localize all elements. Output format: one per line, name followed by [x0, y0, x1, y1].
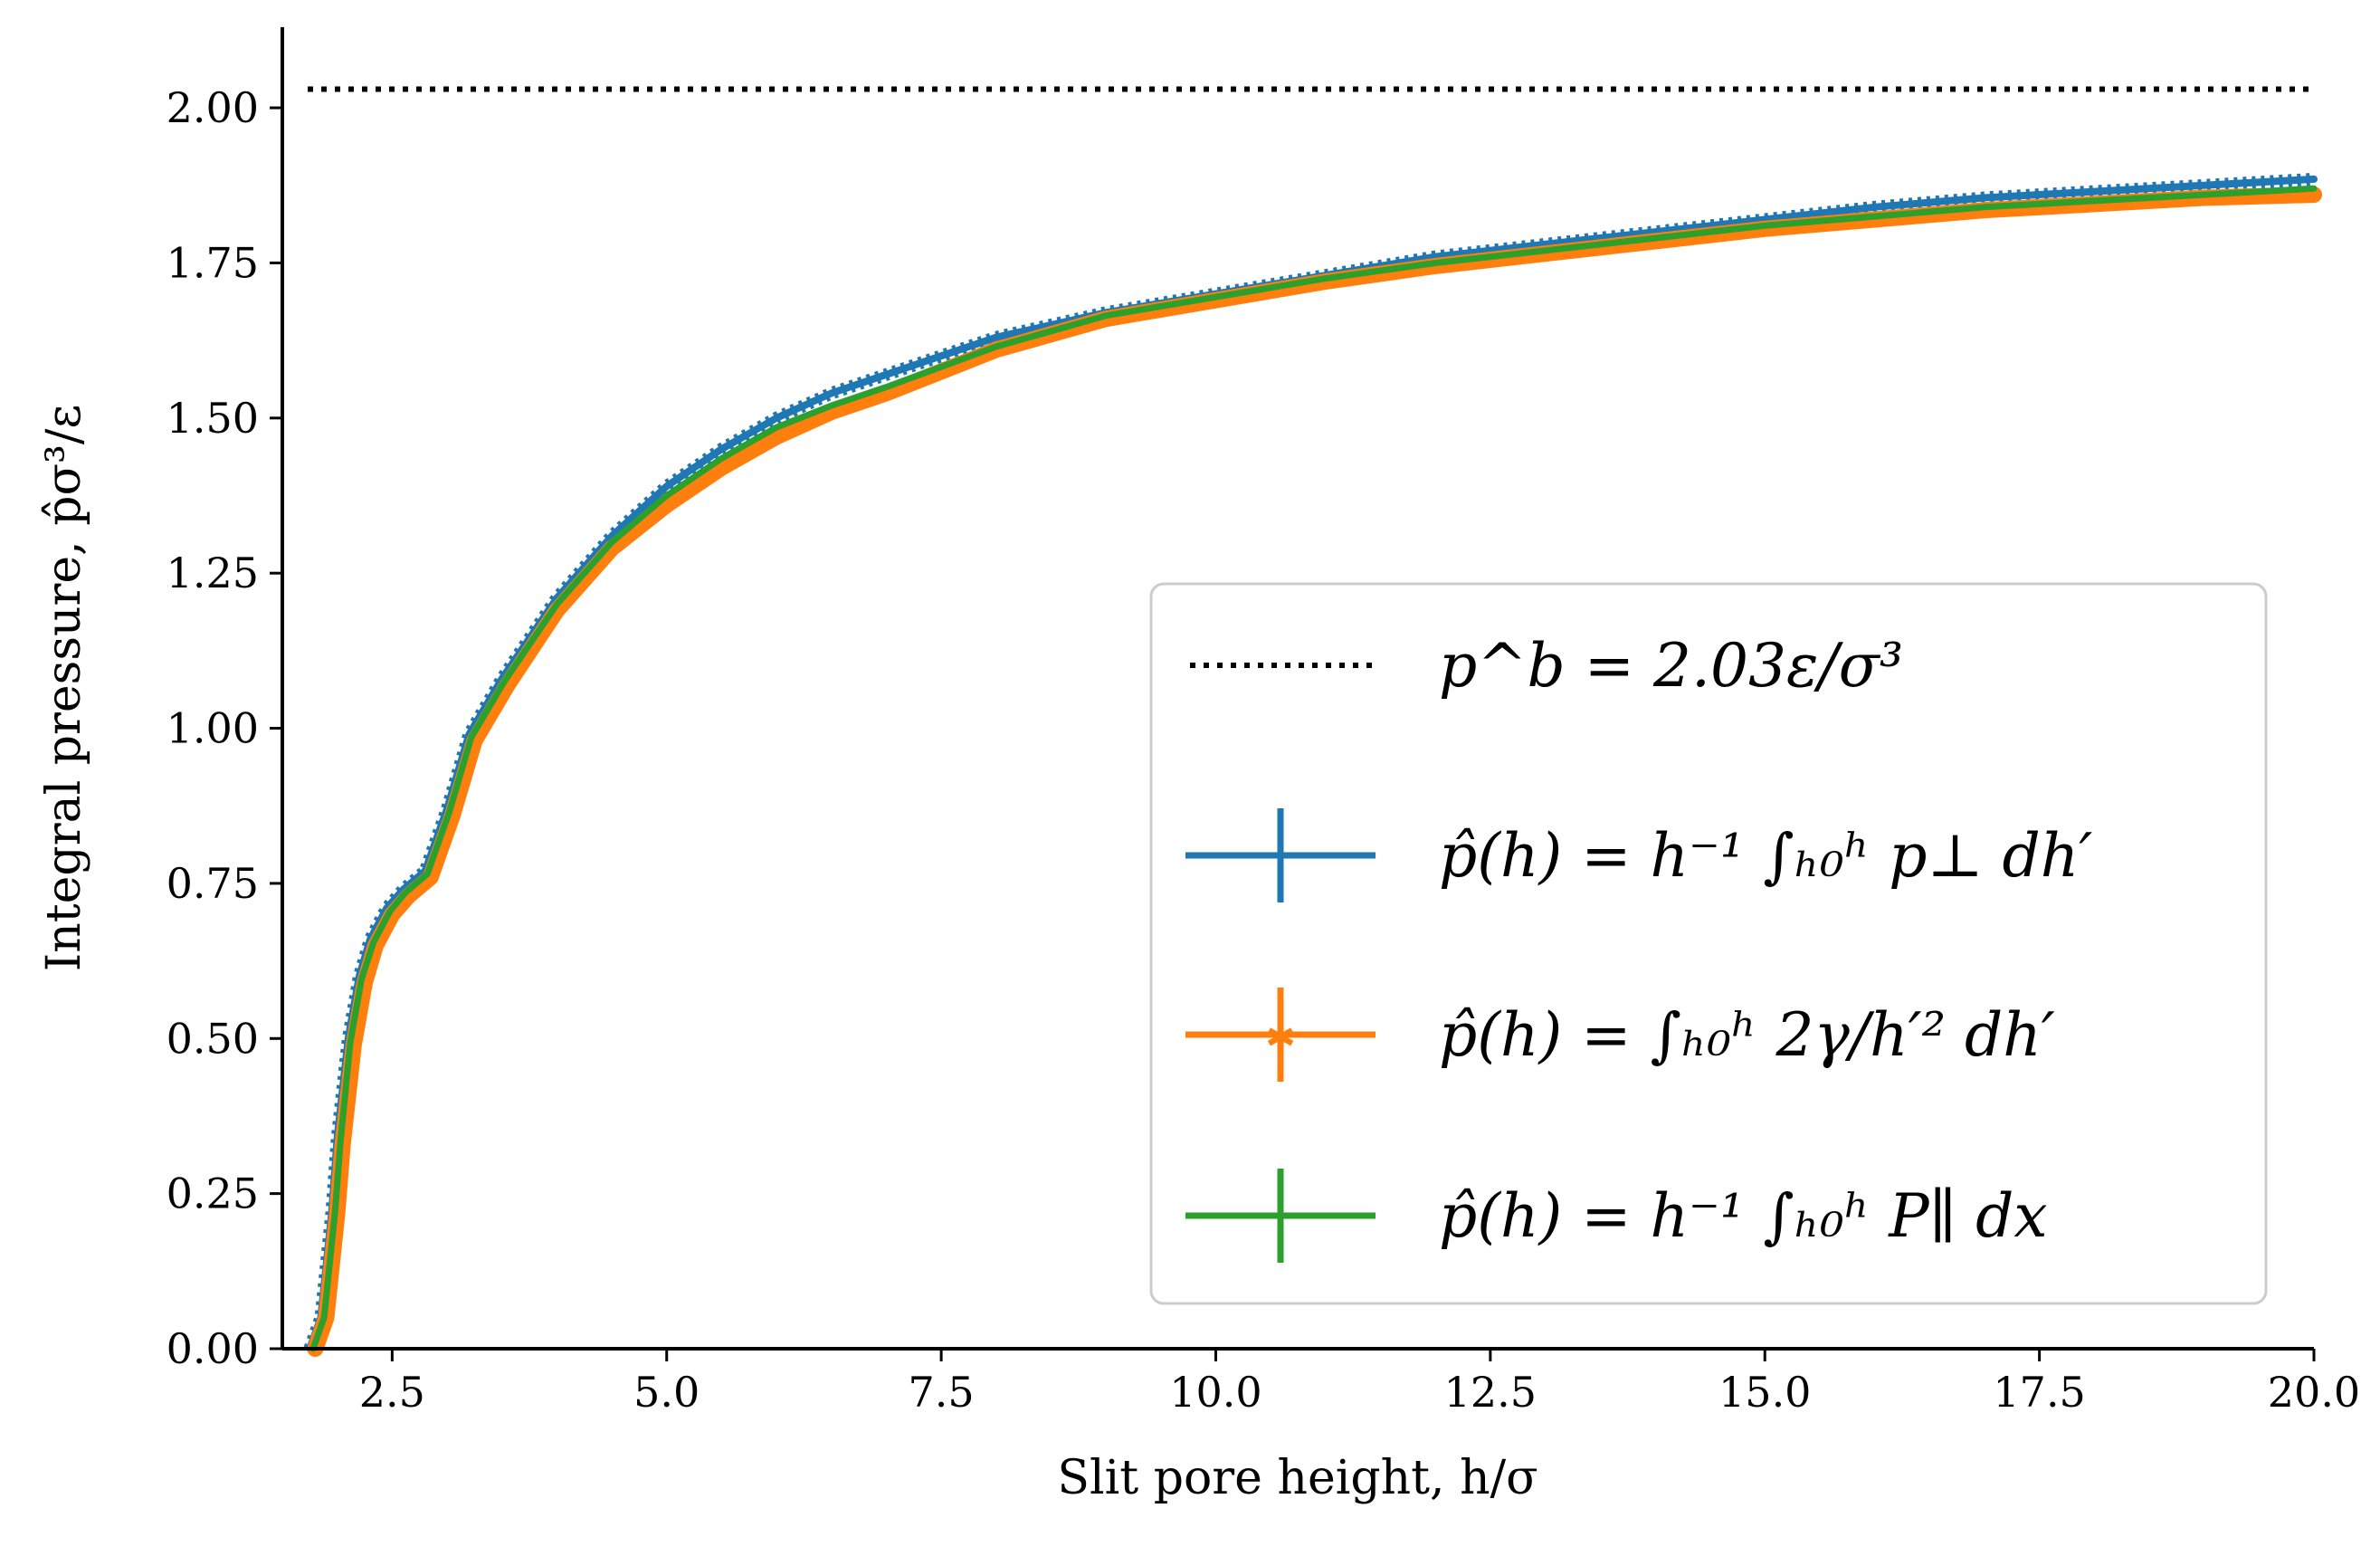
x-axis-title: Slit pore height, h/σ [1057, 1451, 1537, 1505]
x-tick-label: 17.5 [1993, 1368, 2085, 1417]
legend-frame [1149, 582, 2268, 1305]
y-tick-label: 1.25 [167, 549, 259, 597]
x-tick-label: 10.0 [1169, 1368, 1261, 1417]
x-tick-label: 5.0 [633, 1368, 700, 1417]
x-tick-label: 2.5 [359, 1368, 425, 1417]
y-tick-label: 0.25 [167, 1169, 259, 1218]
legend-series-2-label: p̂(h) = ∫ₕ₀ʰ 2γ/h′² dh′ [1439, 1000, 2055, 1070]
y-axis-title: Integral pressure, p̂σ³/ε [37, 405, 91, 972]
y-tick-label: 1.50 [167, 394, 259, 443]
y-tick-label: 0.75 [167, 859, 259, 908]
x-tick-label: 15.0 [1718, 1368, 1811, 1417]
legend-series-3-label: p̂(h) = h⁻¹ ∫ₕ₀ʰ P∥ dx [1439, 1181, 2048, 1251]
y-tick-label: 0.50 [167, 1014, 259, 1063]
plot-area [303, 86, 2322, 1357]
legend: p^b = 2.03ε/σ³ p̂(h) = h⁻¹ ∫ₕ₀ʰ p⊥ dh′ ✱… [1149, 582, 2268, 1305]
legend-series-2-marker: ✱ [1265, 1017, 1296, 1059]
y-tick-label: 1.00 [167, 704, 259, 753]
y-tick-label: 2.00 [167, 83, 259, 132]
axes [281, 27, 2314, 1351]
y-tick-label: 0.00 [167, 1324, 259, 1373]
x-tick-label: 20.0 [2268, 1368, 2360, 1417]
y-ticks: 0.00 0.25 0.50 0.75 1.00 1.25 1.50 1.75 2.00 [167, 83, 282, 1373]
x-tick-label: 7.5 [909, 1368, 975, 1417]
y-tick-label: 1.75 [167, 238, 259, 287]
x-tick-label: 12.5 [1444, 1368, 1537, 1417]
x-ticks: 2.5 5.0 7.5 10.0 12.5 15.0 17.5 20.0 [359, 1349, 2360, 1417]
legend-bulk-label: p^b = 2.03ε/σ³ [1439, 631, 1903, 701]
legend-series-1-label: p̂(h) = h⁻¹ ∫ₕ₀ʰ p⊥ dh′ [1439, 821, 2092, 891]
series-3-line [309, 185, 2318, 1352]
